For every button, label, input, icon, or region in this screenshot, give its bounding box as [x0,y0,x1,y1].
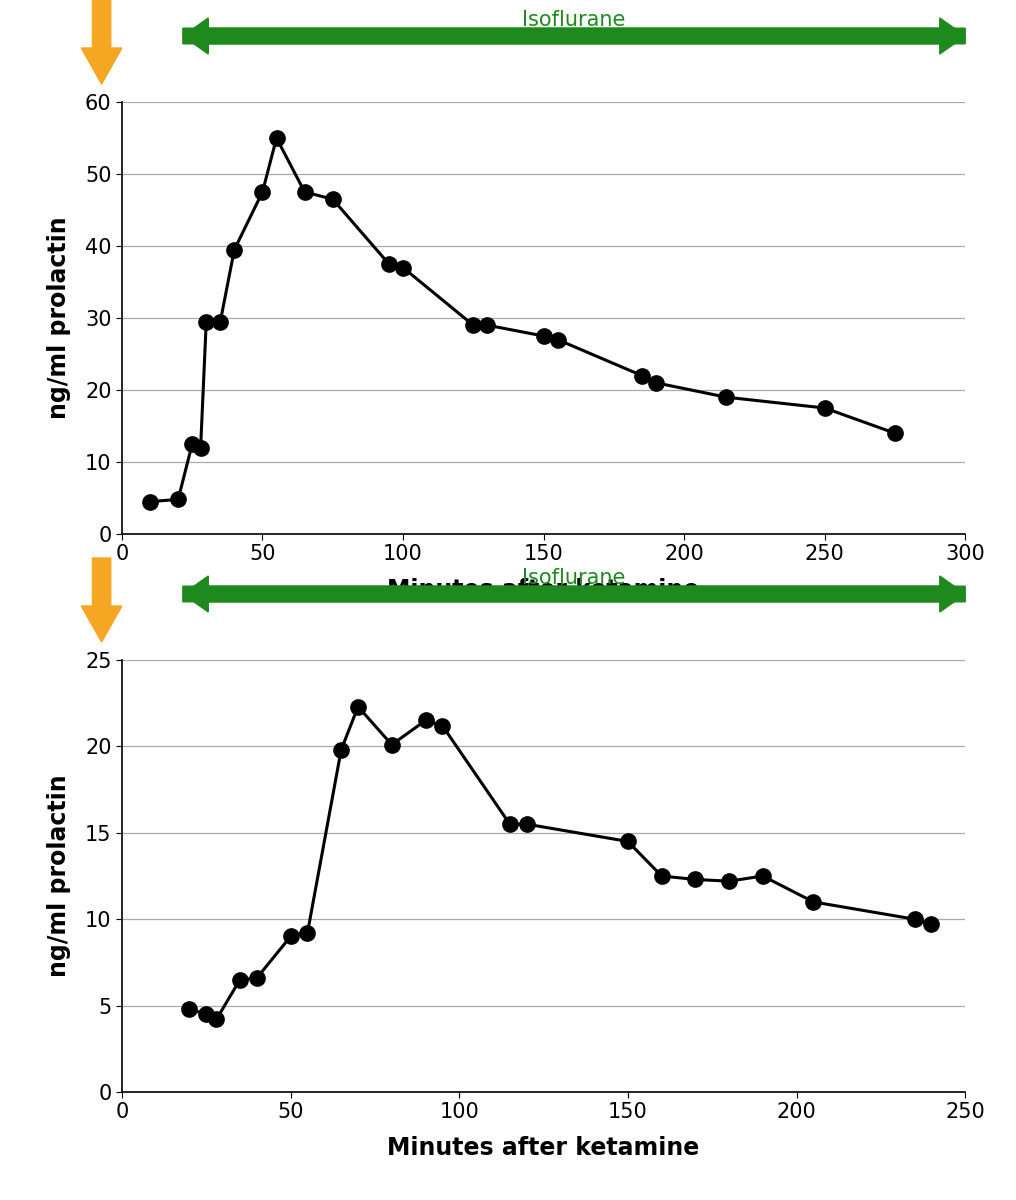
Text: Isoflurane: Isoflurane [522,10,626,30]
X-axis label: Minutes after ketamine: Minutes after ketamine [387,578,700,602]
Text: Isoflurane: Isoflurane [522,568,626,588]
Y-axis label: ng/ml prolactin: ng/ml prolactin [47,775,71,977]
X-axis label: Minutes after ketamine: Minutes after ketamine [387,1136,700,1160]
Y-axis label: ng/ml prolactin: ng/ml prolactin [47,217,71,419]
